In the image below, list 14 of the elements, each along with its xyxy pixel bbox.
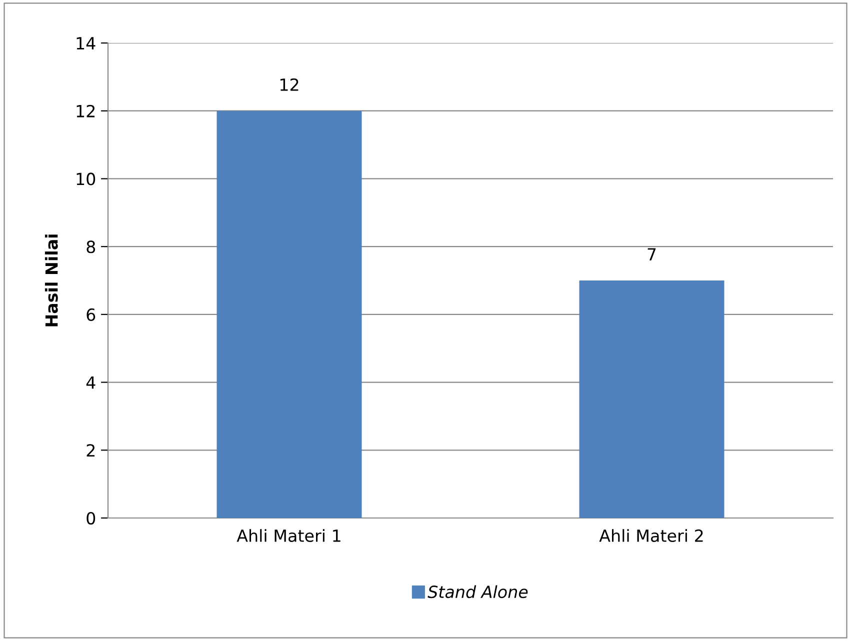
y-axis-title: Hasil Nilai: [44, 234, 58, 326]
y-tick-label: 2: [86, 444, 95, 456]
y-tick-label: 0: [86, 512, 96, 525]
data-label: 7: [648, 248, 656, 260]
y-tick-label: 10: [76, 172, 96, 186]
x-tick-label: Ahli Materi 2: [599, 529, 703, 542]
x-tick-label: Ahli Materi 1: [236, 529, 340, 542]
y-tick-label: 12: [76, 104, 95, 118]
y-tick-label: 8: [86, 240, 96, 254]
y-tick-label: 6: [86, 308, 96, 321]
y-tick-label: 14: [76, 37, 96, 50]
y-tick-label: 4: [86, 376, 96, 389]
data-label: 12: [280, 78, 298, 91]
legend-label: Stand Alone: [428, 585, 528, 598]
